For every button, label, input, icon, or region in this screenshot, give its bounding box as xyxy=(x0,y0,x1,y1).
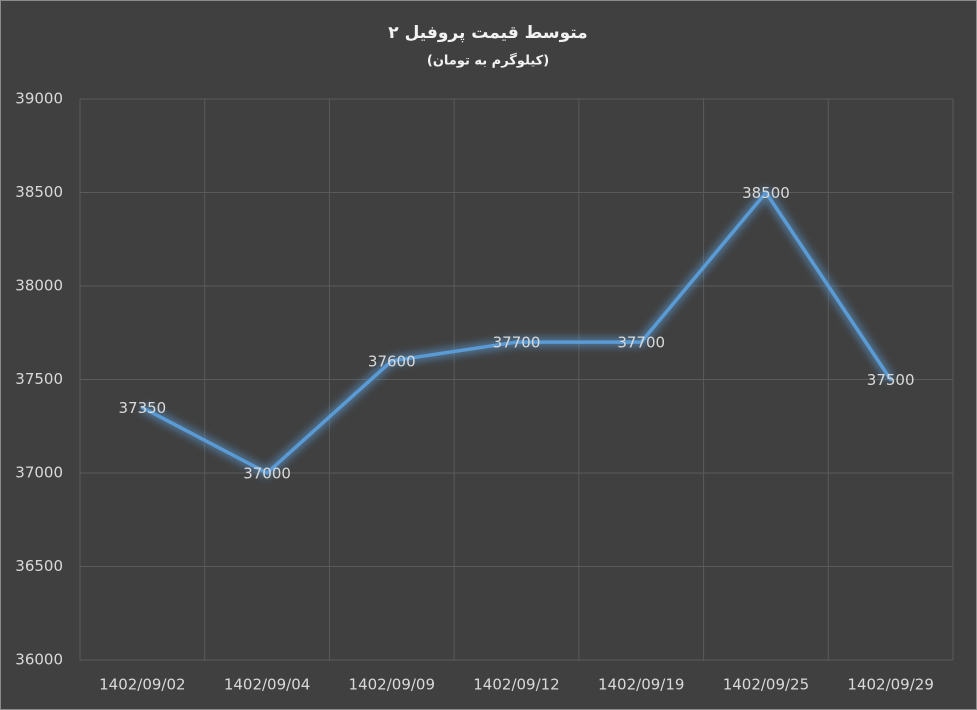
y-tick-label: 39000 xyxy=(15,90,63,108)
x-tick-label: 1402/09/29 xyxy=(847,676,933,694)
y-tick-label: 37000 xyxy=(15,464,63,482)
data-label: 37600 xyxy=(368,352,416,370)
x-tick-label: 1402/09/04 xyxy=(224,676,310,694)
data-label: 37700 xyxy=(493,334,541,352)
y-tick-label: 36500 xyxy=(15,557,63,575)
grid xyxy=(79,98,954,661)
x-tick-label: 1402/09/02 xyxy=(99,676,185,694)
y-tick-label: 38000 xyxy=(15,277,63,295)
x-tick-label: 1402/09/12 xyxy=(473,676,559,694)
x-tick-label: 1402/09/25 xyxy=(723,676,809,694)
y-tick-label: 36000 xyxy=(15,651,63,669)
line xyxy=(140,190,893,475)
data-label: 37350 xyxy=(118,399,166,417)
data-label: 37500 xyxy=(867,371,915,389)
y-tick-label: 38500 xyxy=(15,183,63,201)
chart-subtitle: (کیلوگرم به تومان) xyxy=(427,53,549,69)
data-label: 37000 xyxy=(243,465,291,483)
x-tick-label: 1402/09/19 xyxy=(598,676,684,694)
x-tick-label: 1402/09/09 xyxy=(349,676,435,694)
data-label: 37700 xyxy=(617,334,665,352)
chart-title: متوسط قیمت پروفیل ۲ xyxy=(388,23,587,43)
data-label: 38500 xyxy=(742,184,790,202)
marks xyxy=(140,188,895,478)
y-tick-label: 37500 xyxy=(15,370,63,388)
